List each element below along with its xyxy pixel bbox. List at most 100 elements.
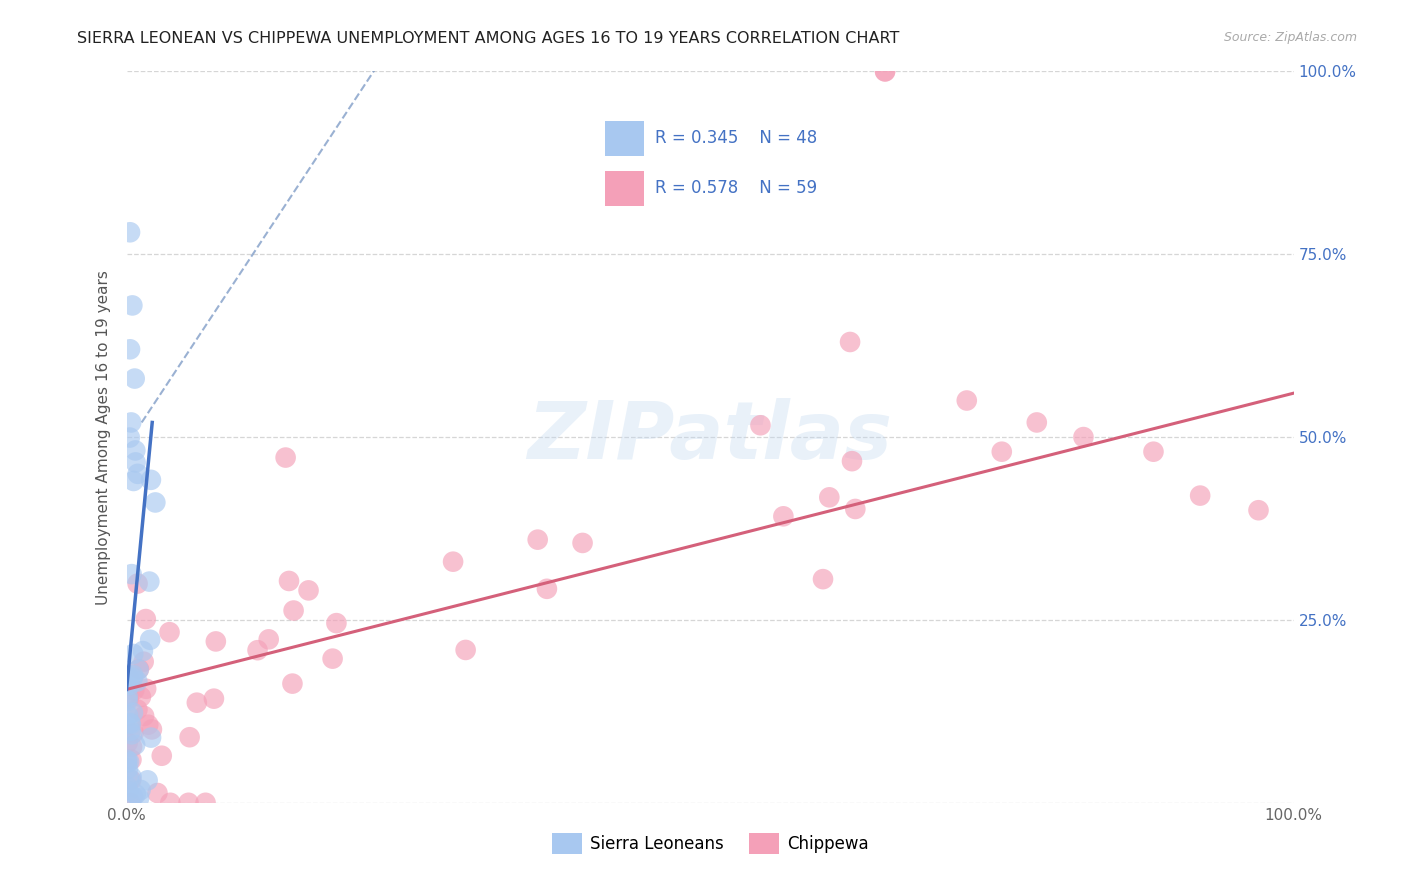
Point	[278, 574, 301, 588]
Point	[875, 64, 897, 78]
Point	[441, 555, 464, 569]
Point	[117, 762, 139, 776]
Point	[121, 739, 143, 754]
Point	[124, 455, 146, 469]
Point	[117, 689, 139, 703]
Point	[115, 756, 138, 770]
Point	[117, 784, 139, 798]
Point	[115, 753, 138, 767]
Point	[159, 625, 181, 640]
Point	[956, 393, 979, 408]
Point	[135, 612, 157, 626]
Point	[205, 634, 228, 648]
Point	[120, 723, 142, 738]
Point	[124, 738, 146, 752]
Point	[122, 668, 145, 682]
Point	[128, 791, 150, 805]
Point	[127, 467, 149, 481]
Point	[132, 644, 155, 658]
Bar	[605, 121, 644, 156]
Point	[118, 678, 141, 692]
Point	[127, 674, 149, 689]
Point	[749, 418, 772, 433]
Point	[146, 786, 169, 800]
Point	[150, 748, 173, 763]
Point	[124, 443, 146, 458]
Point	[117, 694, 139, 708]
Point	[129, 783, 152, 797]
Text: Source: ZipAtlas.com: Source: ZipAtlas.com	[1223, 31, 1357, 45]
Point	[772, 509, 794, 524]
Point	[118, 772, 141, 786]
Point	[127, 703, 149, 717]
Point	[297, 583, 319, 598]
Point	[118, 431, 141, 445]
Point	[120, 753, 142, 767]
Point	[139, 632, 162, 647]
Point	[990, 444, 1012, 458]
Point	[115, 780, 138, 794]
Text: R = 0.578    N = 59: R = 0.578 N = 59	[655, 179, 817, 197]
Point	[454, 643, 477, 657]
Point	[120, 717, 142, 731]
Point	[536, 582, 558, 596]
Point	[136, 773, 159, 788]
Point	[136, 717, 159, 731]
Point	[839, 334, 862, 349]
Point	[1189, 489, 1212, 503]
Point	[139, 473, 162, 487]
Point	[118, 672, 141, 686]
Point	[118, 755, 141, 769]
Point	[1073, 430, 1095, 444]
Point	[139, 731, 162, 745]
Point	[177, 796, 200, 810]
Point	[118, 715, 141, 730]
Point	[117, 676, 139, 690]
Point	[122, 726, 145, 740]
Point	[141, 723, 163, 737]
Point	[121, 789, 143, 804]
Point	[135, 681, 157, 696]
Point	[128, 663, 150, 677]
Bar	[605, 171, 644, 206]
Point	[818, 491, 841, 505]
Point	[122, 706, 145, 720]
Point	[875, 64, 897, 78]
Point	[117, 668, 139, 682]
Point	[322, 651, 344, 665]
Point	[120, 416, 142, 430]
Point	[118, 343, 141, 357]
Point	[325, 616, 347, 631]
Point	[1025, 416, 1047, 430]
Point	[127, 576, 149, 591]
Point	[117, 708, 139, 723]
Point	[122, 683, 145, 698]
Point	[118, 225, 141, 239]
Point	[121, 770, 143, 784]
Point	[125, 787, 148, 801]
Point	[117, 690, 139, 704]
Point	[257, 632, 280, 647]
Point	[526, 533, 548, 547]
Point	[179, 730, 201, 744]
Point	[246, 643, 269, 657]
Point	[283, 603, 305, 617]
Point	[844, 502, 866, 516]
Point	[120, 773, 142, 788]
Point	[121, 727, 143, 741]
Point	[281, 676, 304, 690]
Point	[121, 567, 143, 582]
Point	[571, 536, 593, 550]
Text: ZIPatlas: ZIPatlas	[527, 398, 893, 476]
Point	[134, 709, 156, 723]
Point	[186, 696, 208, 710]
Point	[202, 691, 225, 706]
Point	[120, 796, 142, 810]
Point	[159, 796, 181, 810]
Point	[128, 662, 150, 676]
Point	[122, 647, 145, 661]
Legend: Sierra Leoneans, Chippewa: Sierra Leoneans, Chippewa	[546, 827, 875, 860]
Point	[117, 691, 139, 706]
Point	[122, 474, 145, 488]
Y-axis label: Unemployment Among Ages 16 to 19 years: Unemployment Among Ages 16 to 19 years	[96, 269, 111, 605]
